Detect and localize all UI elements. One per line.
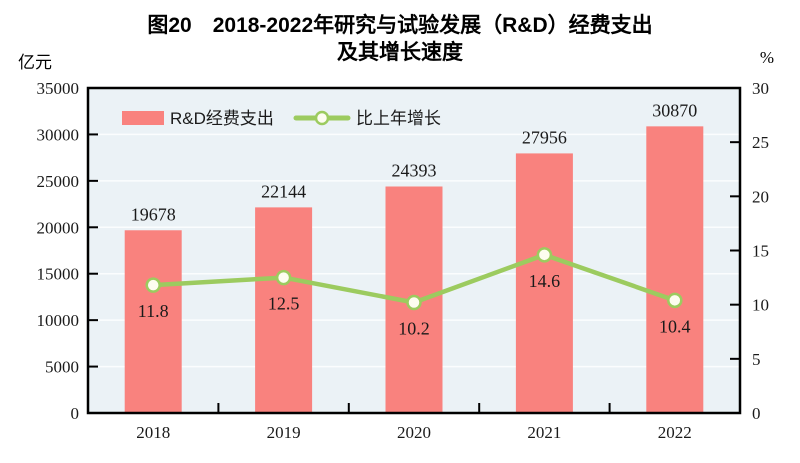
y-left-tick-label: 15000 xyxy=(37,265,80,284)
plot-frame xyxy=(86,86,742,415)
right-axis-unit-label: % xyxy=(759,48,774,67)
y-left-tick-label: 35000 xyxy=(37,79,80,98)
chart-title-line1: 图20 2018-2022年研究与试验发展（R&D）经费支出 xyxy=(147,14,653,37)
bar-2021 xyxy=(515,153,573,413)
legend-bar-swatch xyxy=(122,111,164,125)
y-left-tick-label: 25000 xyxy=(37,172,80,191)
bar-value-label: 19678 xyxy=(131,204,176,224)
line-marker-2021 xyxy=(536,247,553,263)
y-left-tick-label: 0 xyxy=(71,404,80,423)
bar-value-label: 27956 xyxy=(522,127,567,147)
y-right-tick-label: 25 xyxy=(752,133,769,152)
growth-value-label: 10.4 xyxy=(659,316,691,336)
bar-2019 xyxy=(255,207,313,413)
y-left-tick-label: 5000 xyxy=(45,358,79,377)
x-tick-label: 2022 xyxy=(658,423,692,442)
y-left-tick-label: 10000 xyxy=(37,311,80,330)
growth-value-label: 11.8 xyxy=(138,301,169,321)
growth-value-label: 12.5 xyxy=(268,294,300,314)
bar-2022 xyxy=(646,126,704,413)
x-tick-label: 2018 xyxy=(136,423,170,442)
y-left-tick-label: 20000 xyxy=(37,218,80,237)
x-tick-label: 2019 xyxy=(267,423,301,442)
growth-value-label: 14.6 xyxy=(529,271,561,291)
chart-title-line2: 及其增长速度 xyxy=(337,41,463,64)
x-tick-label: 2021 xyxy=(527,423,561,442)
y-right-tick-label: 0 xyxy=(752,404,761,423)
y-right-tick-label: 30 xyxy=(752,79,769,98)
legend-bar-label: R&D经费支出 xyxy=(170,109,274,128)
bar-value-label: 24393 xyxy=(392,160,437,180)
legend-line-label: 比上年增长 xyxy=(356,109,441,128)
line-marker-2018 xyxy=(145,277,161,293)
bar-value-label: 30870 xyxy=(652,100,697,120)
bar-2018 xyxy=(124,230,182,413)
line-marker-2020 xyxy=(406,294,422,311)
bar-value-label: 22144 xyxy=(261,181,306,201)
y-right-tick-label: 15 xyxy=(752,242,769,261)
line-marker-2019 xyxy=(275,269,292,286)
x-tick-label: 2020 xyxy=(397,423,431,442)
left-axis-unit-label: 亿元 xyxy=(18,53,52,72)
y-right-tick-label: 5 xyxy=(752,350,761,369)
legend-line-marker xyxy=(314,110,330,126)
y-right-tick-label: 20 xyxy=(752,187,769,206)
line-marker-2022 xyxy=(667,292,683,309)
y-left-tick-label: 30000 xyxy=(37,125,80,144)
growth-value-label: 10.2 xyxy=(398,319,430,339)
y-right-tick-label: 10 xyxy=(752,296,769,315)
chart-title: 图20 2018-2022年研究与试验发展（R&D）经费支出 及其增长速度 xyxy=(0,12,800,66)
